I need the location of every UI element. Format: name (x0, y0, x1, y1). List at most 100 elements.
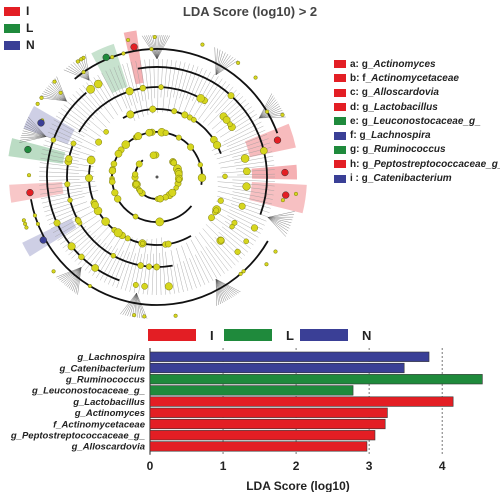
branch-line (234, 117, 260, 133)
cladogram-node (200, 42, 205, 47)
branch-line (108, 250, 124, 285)
cladogram-node (32, 213, 37, 218)
branch-line (179, 63, 190, 99)
leaf-line (215, 52, 226, 75)
branch-line (217, 191, 272, 205)
cladogram-node (78, 253, 85, 261)
cladogram-node (134, 132, 143, 141)
cladogram-node (222, 173, 228, 180)
branch-line (89, 79, 108, 105)
taxon-name: Ruminococcus (373, 144, 446, 156)
cladogram-node (50, 137, 57, 143)
cladogram-node (75, 59, 80, 64)
branch-line (237, 173, 275, 176)
cladogram-node (149, 47, 154, 52)
cladogram-node (170, 159, 178, 167)
taxon-swatch (334, 145, 346, 154)
cladogram-node (164, 282, 173, 291)
leaf-line (259, 93, 273, 119)
leaf-line (259, 95, 274, 119)
taxon-prefix: g_ (361, 115, 374, 127)
taxon-name: Lactobacillus (373, 101, 438, 113)
biomarker-node (37, 119, 45, 127)
leaf-line (120, 293, 137, 315)
cladogram-node (65, 155, 73, 163)
leaf-line (67, 267, 82, 288)
leaf-line (259, 110, 283, 119)
branch-line (170, 265, 175, 294)
category-label: g_Actinomyces (74, 408, 145, 419)
cladogram-node (273, 249, 278, 254)
category-label: g_Catenibacterium (58, 363, 145, 374)
cladogram-node (110, 55, 115, 60)
leaf-line (136, 293, 140, 318)
leaf-line (156, 35, 162, 60)
clade-highlight (91, 43, 128, 94)
leaf-line (77, 267, 82, 295)
cladogram-node (213, 141, 222, 150)
branch-line (232, 191, 273, 200)
cladogram-node (196, 94, 205, 103)
leaf-line (19, 136, 47, 143)
leaf-line (152, 35, 158, 60)
taxon-swatch (334, 117, 346, 126)
leaf-line (267, 217, 292, 223)
taxa-legend-item: h: g_ Peptostreptococcaceae_g_ (334, 157, 500, 171)
leaf-line (19, 136, 47, 141)
taxon-name: Catenibacterium (373, 173, 452, 185)
branch-line (198, 232, 229, 272)
taxon-name: Actinomycetaceae (371, 72, 459, 84)
taxon-name: Alloscardovia (373, 87, 439, 99)
cladogram-node (132, 313, 137, 318)
cladogram-node (75, 217, 82, 224)
cladogram-node (238, 271, 243, 276)
branch-line (125, 253, 136, 291)
cladogram-node (126, 37, 131, 43)
cladogram-node (23, 221, 28, 226)
cladogram-node (139, 84, 147, 92)
leaf-line (267, 217, 291, 226)
branch-line (208, 219, 249, 253)
cladogram-node (175, 176, 182, 183)
leaf-line (136, 293, 148, 319)
branch-line (185, 66, 199, 100)
category-label: g_Ruminococcus (65, 375, 145, 386)
cladogram-node (153, 263, 161, 271)
group-l-swatch (4, 23, 20, 33)
branch-line (231, 197, 271, 209)
cladogram-node (222, 116, 231, 124)
taxon-code: h: (350, 158, 360, 170)
branch-line (41, 153, 79, 162)
leaf-line (129, 293, 137, 317)
cladogram-node (171, 108, 178, 115)
leaf-line (48, 85, 67, 102)
branch-line (194, 236, 222, 277)
leaf-line (142, 35, 158, 60)
taxon-swatch (334, 131, 346, 140)
leaf-line (56, 267, 82, 278)
cladogram-node (243, 238, 250, 245)
cladogram-node (190, 116, 197, 123)
category-label: f_Actinomycetaceae (53, 419, 146, 430)
cladogram-node (81, 70, 86, 75)
branch-line (50, 215, 78, 229)
leaf-line (45, 89, 67, 102)
leaf-line (215, 51, 223, 75)
category-label: g_Lachnospira (76, 352, 145, 363)
leaf-line (63, 69, 90, 81)
leaf-line (21, 135, 47, 137)
x-tick-label: 3 (366, 459, 373, 473)
cladogram-node (121, 140, 131, 149)
leaf-line (124, 293, 137, 316)
branch-line (151, 253, 154, 295)
cladogram-node (91, 264, 99, 272)
cladogram-node (126, 110, 135, 119)
taxon-name: Leuconostocaceae_g_ (373, 115, 481, 127)
category-label: g_Lactobacillus (72, 397, 145, 408)
cladogram-node (238, 202, 246, 210)
branch-line (120, 238, 138, 290)
leaf-line (215, 279, 223, 304)
branch-line (181, 245, 197, 289)
leaf-line (215, 279, 227, 302)
biomarker-node (24, 145, 32, 154)
